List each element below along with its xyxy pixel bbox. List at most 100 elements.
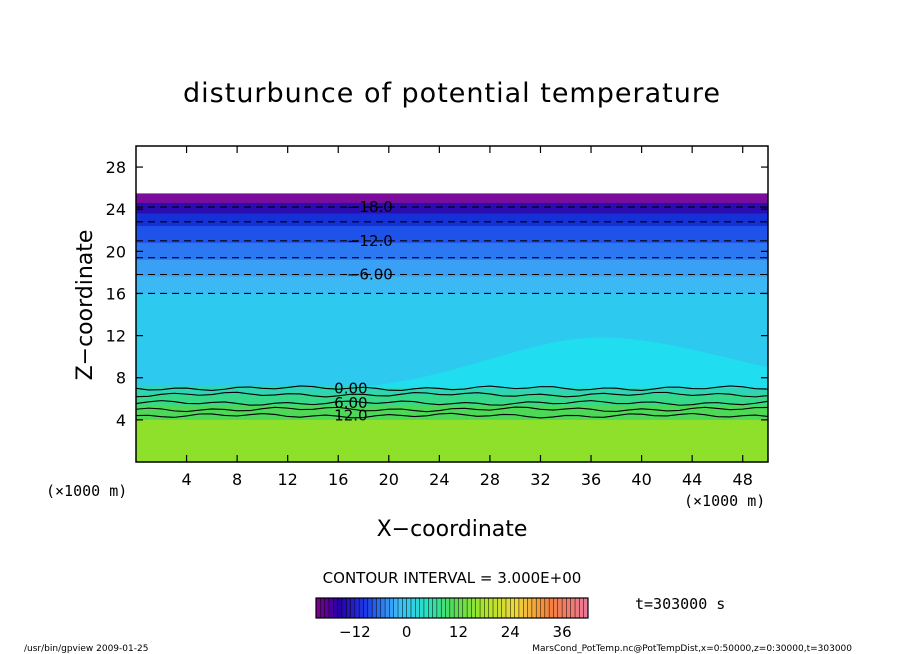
colorbar-cell-10 xyxy=(359,598,364,618)
colorbar-cell-62 xyxy=(583,598,589,618)
solid-contour-4 xyxy=(136,412,768,419)
colorbar-tick-label-0: −12 xyxy=(339,623,371,641)
colorbar-cell-17 xyxy=(389,598,395,618)
colorbar-cell-59 xyxy=(570,598,576,618)
colorbar-cell-27 xyxy=(432,598,438,618)
filled-layer-5 xyxy=(136,259,768,278)
colorbar-cell-33 xyxy=(458,598,464,618)
filled-layer-10 xyxy=(136,405,768,421)
colorbar-ticks: −12 0 12 24 36 xyxy=(339,623,572,641)
solid-contour-1 xyxy=(136,391,768,398)
colorbar-cell-43 xyxy=(501,598,507,618)
solid-contour-2 xyxy=(136,400,768,406)
colorbar-cell-11 xyxy=(363,598,369,618)
colorbar-cell-48 xyxy=(523,598,528,618)
plot-frame xyxy=(135,145,769,463)
colorbar-cell-4 xyxy=(333,598,338,618)
filled-layer-0 xyxy=(136,193,768,204)
colorbar-cell-22 xyxy=(410,598,416,618)
x-tick-label-2: 12 xyxy=(278,470,298,489)
y-tick-label-2: 12 xyxy=(106,327,126,346)
contour-label-1: −12.0 xyxy=(347,232,393,250)
colorbar-cell-47 xyxy=(518,598,524,618)
x-axis-ticks: 4 8 12 16 20 24 28 32 36 40 44 48 xyxy=(181,146,753,489)
colorbar-cell-58 xyxy=(566,598,572,618)
warm-anomaly-region xyxy=(325,337,768,389)
colorbar-cell-1 xyxy=(320,598,326,618)
colorbar-cell-41 xyxy=(493,598,498,618)
colorbar-cell-20 xyxy=(402,598,408,618)
x-tick-label-10: 44 xyxy=(682,470,702,489)
y-tick-label-1: 8 xyxy=(116,369,126,388)
colorbar-cell-5 xyxy=(337,598,343,618)
filled-layer-1 xyxy=(136,202,768,214)
colorbar-cell-34 xyxy=(462,598,468,618)
colorbar-cell-18 xyxy=(393,598,399,618)
colorbar-cell-36 xyxy=(471,598,477,618)
colorbar-cell-8 xyxy=(350,598,356,618)
colorbar-cell-0 xyxy=(316,598,321,618)
plot-features xyxy=(325,337,768,389)
colorbar-cell-28 xyxy=(436,598,442,618)
footer-right: MarsCond_PotTemp.nc@PotTempDist,x=0:5000… xyxy=(532,644,852,654)
x-tick-label-9: 40 xyxy=(631,470,651,489)
colorbar-cell-12 xyxy=(367,598,373,618)
colorbar-cell-31 xyxy=(449,598,455,618)
y-tick-label-4: 20 xyxy=(106,242,126,261)
contour-label-4: 6.00 xyxy=(334,394,367,412)
x-tick-label-0: 4 xyxy=(181,470,191,489)
colorbar-cell-30 xyxy=(445,598,451,618)
colorbar-cell-37 xyxy=(475,598,481,618)
colorbar-cell-3 xyxy=(328,598,334,618)
colorbar-cell-21 xyxy=(406,598,412,618)
y-axis-label: Z−coordinate xyxy=(73,230,98,381)
colorbar-tick-label-1: 0 xyxy=(402,623,412,641)
filled-layer-9 xyxy=(136,394,768,406)
y-tick-label-0: 4 xyxy=(116,411,126,430)
colorbar-tick-label-2: 12 xyxy=(449,623,468,641)
colorbar-cell-60 xyxy=(575,598,580,618)
colorbar-cell-42 xyxy=(497,598,503,618)
colorbar-cell-15 xyxy=(380,598,386,618)
colorbar-cell-35 xyxy=(467,598,472,618)
colorbar-cell-44 xyxy=(505,598,511,618)
colorbar xyxy=(315,597,589,619)
x-tick-label-8: 36 xyxy=(581,470,601,489)
contour-label-3: 0.00 xyxy=(334,379,367,397)
solid-contour-0 xyxy=(136,385,768,392)
colorbar-cell-52 xyxy=(540,598,546,618)
colorbar-cell-24 xyxy=(419,598,425,618)
colorbar-cell-16 xyxy=(385,598,390,618)
filled-layer-8 xyxy=(136,386,768,396)
colorbar-cell-19 xyxy=(398,598,403,618)
filled-layer-3 xyxy=(136,226,768,244)
colorbar-cell-14 xyxy=(376,598,382,618)
colorbar-tick-label-4: 36 xyxy=(553,623,572,641)
x-unit-right: (×1000 m) xyxy=(684,492,765,510)
x-tick-label-7: 32 xyxy=(530,470,550,489)
filled-layer-11 xyxy=(136,419,768,462)
colorbar-cell-40 xyxy=(488,598,494,618)
colorbar-cell-61 xyxy=(579,598,585,618)
contour-label-5: 12.0 xyxy=(334,407,367,425)
x-tick-label-11: 48 xyxy=(733,470,753,489)
colorbar-cell-32 xyxy=(454,598,459,618)
colorbar-cell-2 xyxy=(324,598,330,618)
contour-label-2: −6.00 xyxy=(347,266,393,284)
colorbar-cell-13 xyxy=(372,598,377,618)
time-label: t=303000 s xyxy=(635,595,725,613)
colorbar-cell-53 xyxy=(544,598,550,618)
x-tick-label-4: 20 xyxy=(379,470,399,489)
colorbar-cell-54 xyxy=(549,598,554,618)
colorbar-cell-45 xyxy=(510,598,516,618)
y-tick-label-5: 24 xyxy=(106,200,126,219)
x-axis-label: X−coordinate xyxy=(377,517,528,542)
colorbar-frame xyxy=(315,597,589,619)
contour-interval-text: CONTOUR INTERVAL = 3.000E+00 xyxy=(323,569,582,587)
y-tick-label-3: 16 xyxy=(106,284,126,303)
colorbar-cell-38 xyxy=(480,598,485,618)
colorbar-cell-50 xyxy=(531,598,537,618)
plot-fill xyxy=(136,193,768,462)
colorbar-cell-25 xyxy=(423,598,429,618)
